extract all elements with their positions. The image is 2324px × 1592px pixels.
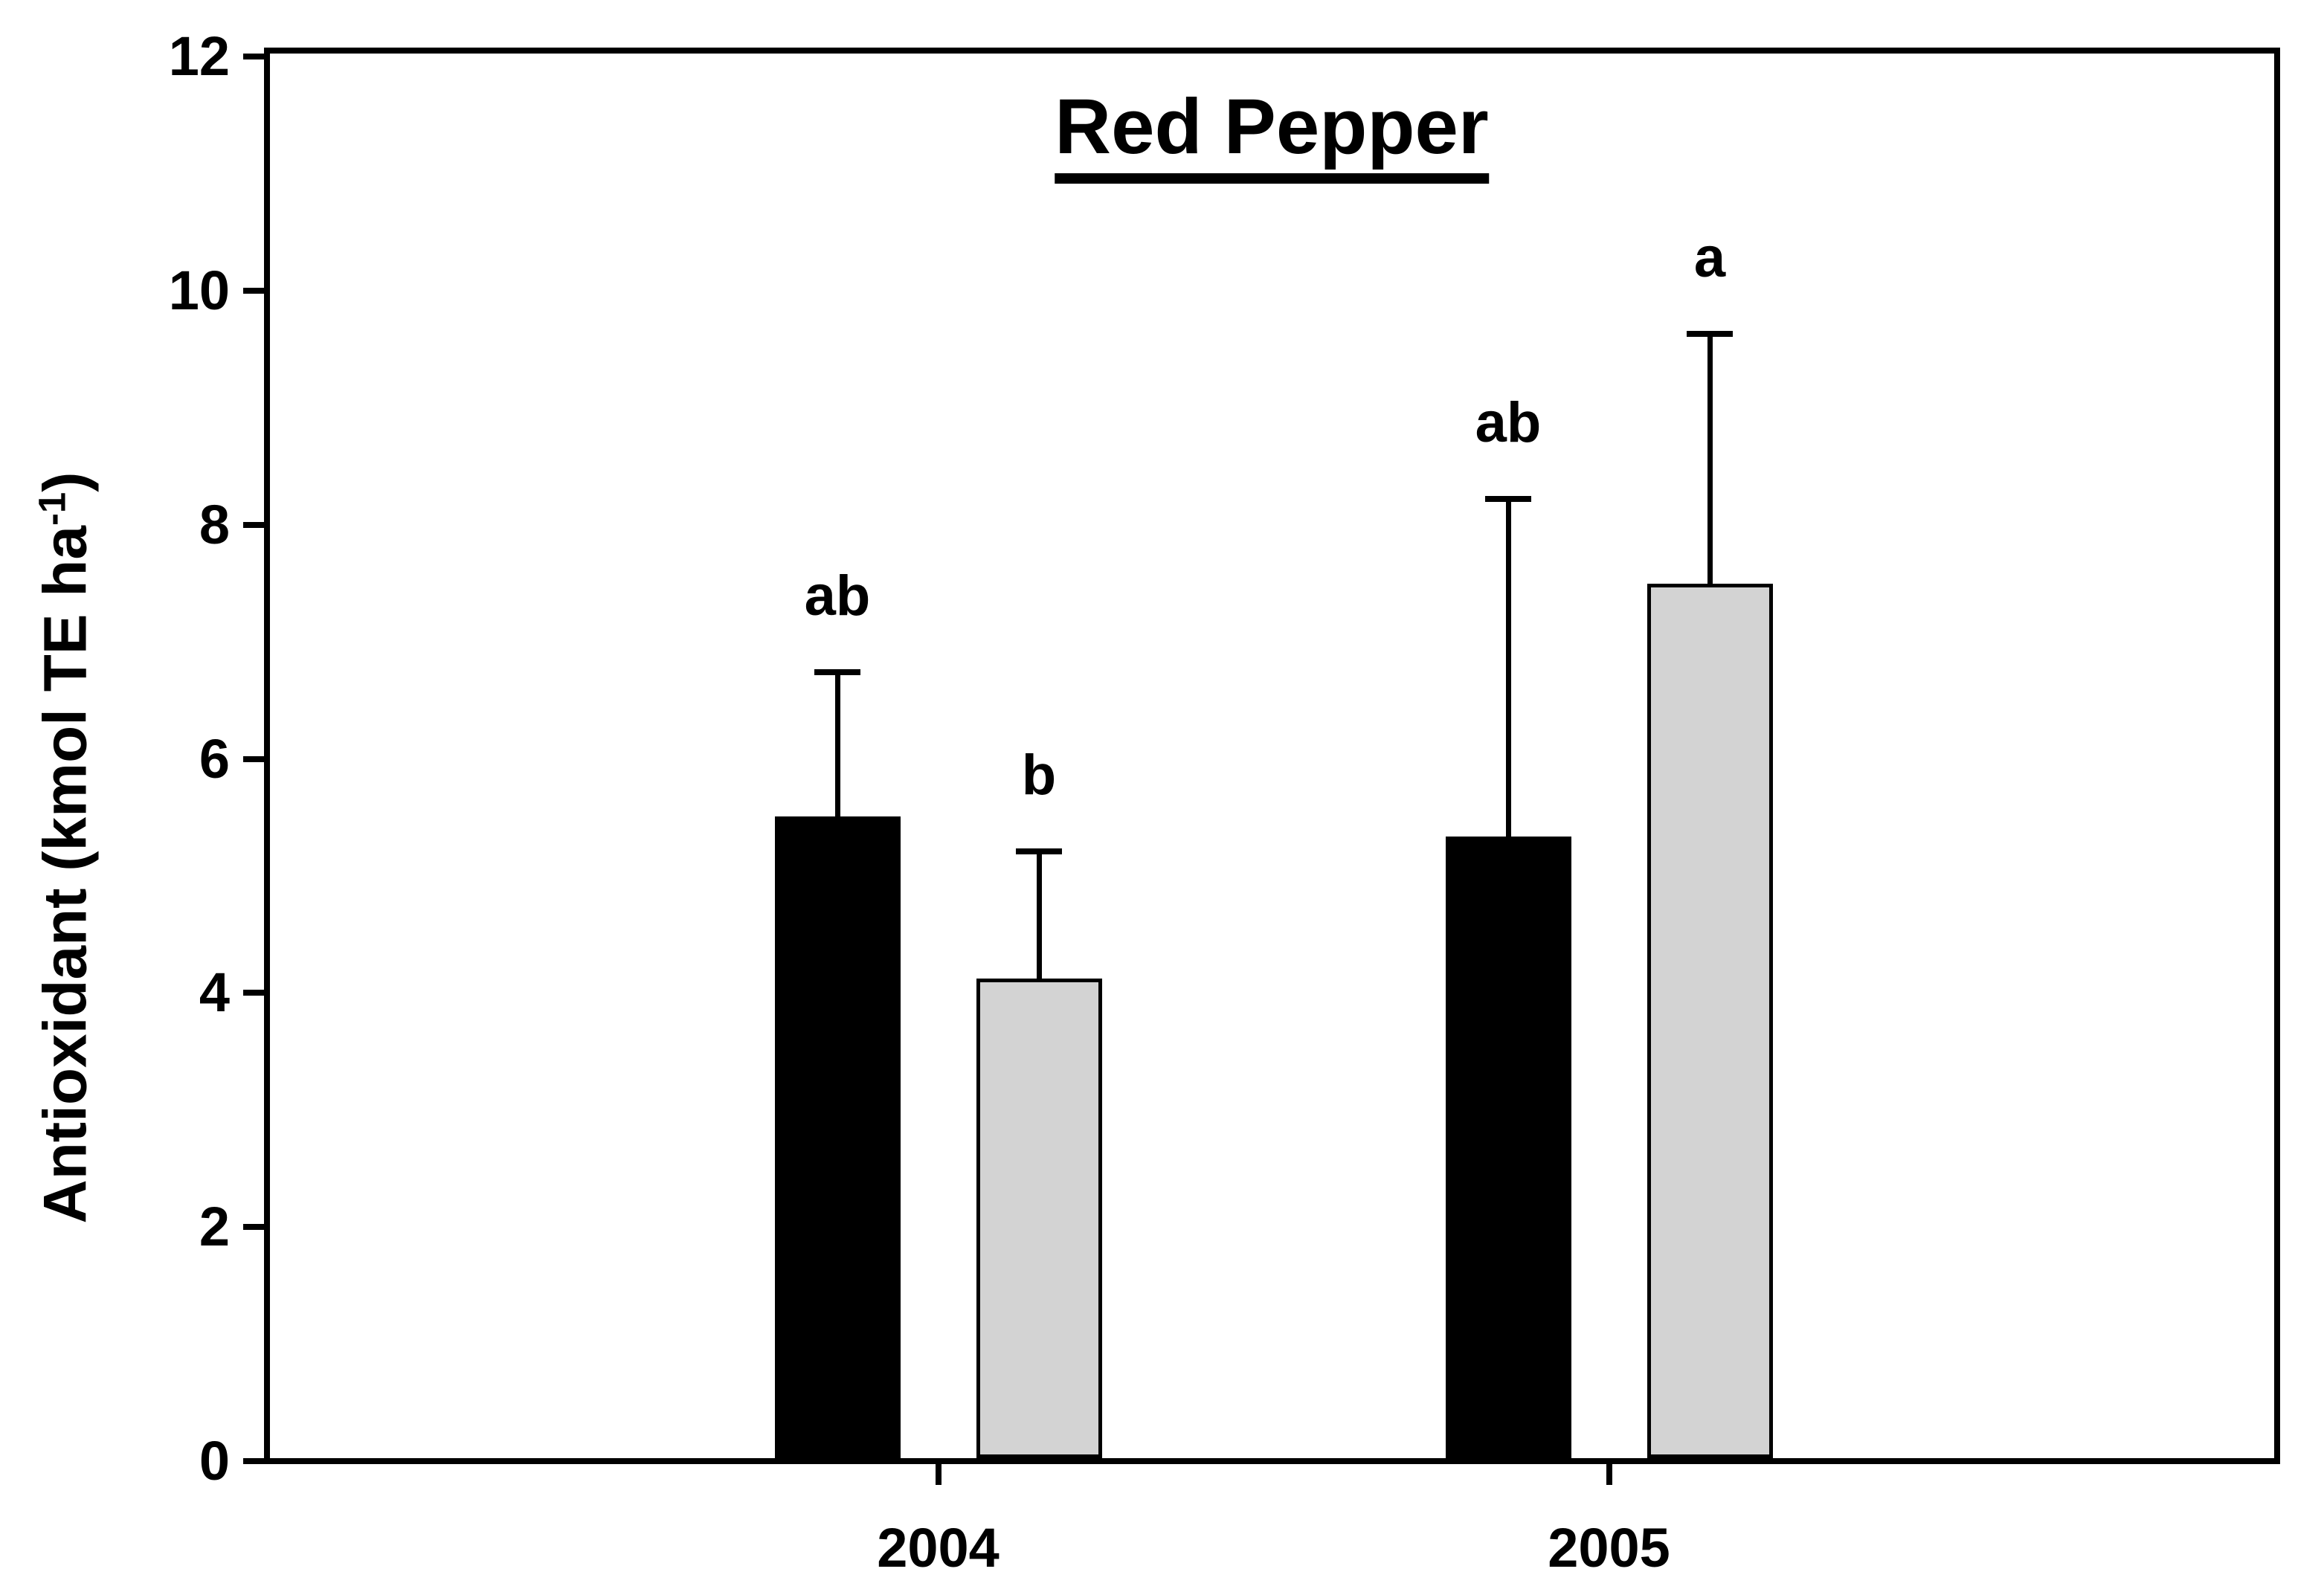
significance-letter: ab [804,564,871,628]
error-bar-line [834,669,840,817]
y-axis-label: Antioxidant (kmol TE ha-1) [30,472,100,1224]
y-axis-tick [243,990,264,996]
error-bar-line [1707,331,1713,584]
y-axis-tick-label: 0 [199,1430,230,1492]
plot-area: ab ab b a [264,48,2280,1464]
error-bar-line [1505,496,1511,837]
error-bar-cap [1485,496,1531,503]
category-label: 2005 [1548,1517,1670,1579]
error-bar-cap [1687,331,1733,338]
y-axis-tick [243,54,264,59]
bar-2005-black-bars [1445,837,1571,1458]
significance-letter: a [1693,226,1726,290]
y-axis-label-superscript: -1 [30,492,74,526]
chart-title: Red Pepper [1055,88,1489,184]
significance-letter: ab [1475,391,1542,455]
error-bar-cap [1016,848,1062,854]
error-bar-line [1036,848,1042,979]
y-axis-tick-label: 4 [199,961,230,1024]
y-axis-tick-label: 2 [199,1196,230,1258]
y-axis-tick [243,521,264,528]
y-axis-tick-label: 8 [199,493,230,555]
y-axis-tick [243,287,264,294]
x-axis-tick [935,1464,941,1485]
y-axis-tick [243,1458,264,1464]
bar-2004-gray-bars [976,978,1102,1458]
x-axis-tick [1606,1464,1612,1485]
y-axis-label-text: Antioxidant (kmol TE ha [31,526,100,1224]
y-axis-tick-label: 12 [168,25,230,87]
error-bar-cap [814,669,860,676]
y-axis-tick [243,1224,264,1231]
y-axis-label-suffix: ) [31,471,100,492]
category-label: 2004 [877,1517,1000,1579]
significance-letter: b [1021,743,1057,807]
y-axis-tick-label: 6 [199,727,230,790]
bar-2005-gray-bars [1647,584,1773,1458]
y-axis-tick-label: 10 [168,259,230,321]
plot-inner: ab ab b a [270,54,2274,1458]
y-axis-tick [243,755,264,762]
bar-2004-black-bars [774,816,901,1458]
